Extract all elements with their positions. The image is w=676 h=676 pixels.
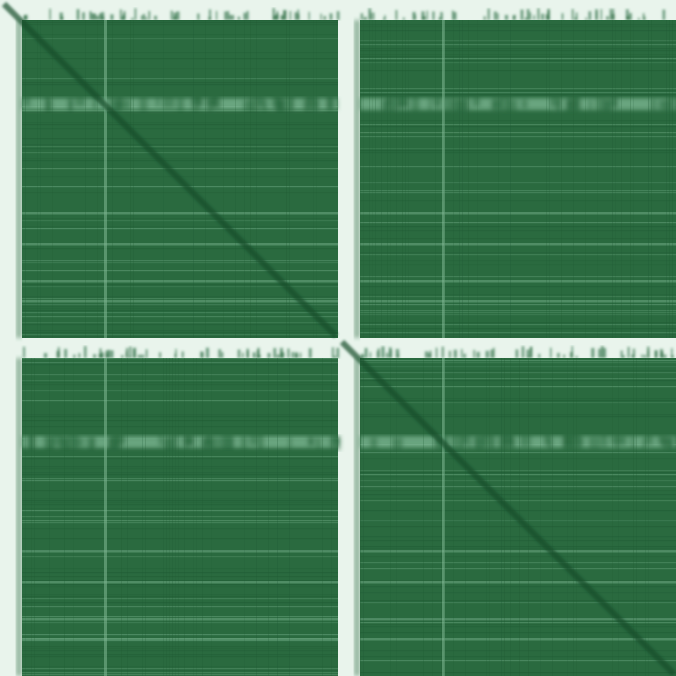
- column-texture: [25, 358, 332, 676]
- column-texture: [360, 20, 673, 338]
- heatmap-panel: [1, 1, 340, 339]
- diagonal: [1, 1, 339, 339]
- light-band: [22, 435, 341, 451]
- column-stripe: [104, 358, 107, 676]
- column-stripe: [104, 20, 107, 338]
- column-texture: [25, 20, 317, 338]
- light-band: [360, 97, 676, 114]
- heatmap-panel: [16, 346, 341, 676]
- edge-spikes: [360, 8, 666, 20]
- edge-spikes: [23, 8, 340, 20]
- left-edge: [16, 20, 22, 338]
- column-stripe: [442, 358, 445, 676]
- heatmap-panel: [354, 8, 676, 338]
- left-edge: [354, 20, 360, 338]
- left-edge: [16, 358, 22, 676]
- diagonal: [339, 339, 676, 676]
- column-stripe: [442, 20, 445, 338]
- panel-block: [22, 358, 338, 676]
- panel-block: [360, 20, 676, 338]
- edge-spikes: [360, 346, 674, 358]
- edge-spikes: [22, 346, 340, 358]
- row-stripes: [360, 360, 676, 674]
- heatmap-panel: [339, 339, 676, 676]
- row-stripes: [22, 358, 338, 676]
- left-edge: [354, 358, 360, 676]
- column-texture: [360, 358, 649, 676]
